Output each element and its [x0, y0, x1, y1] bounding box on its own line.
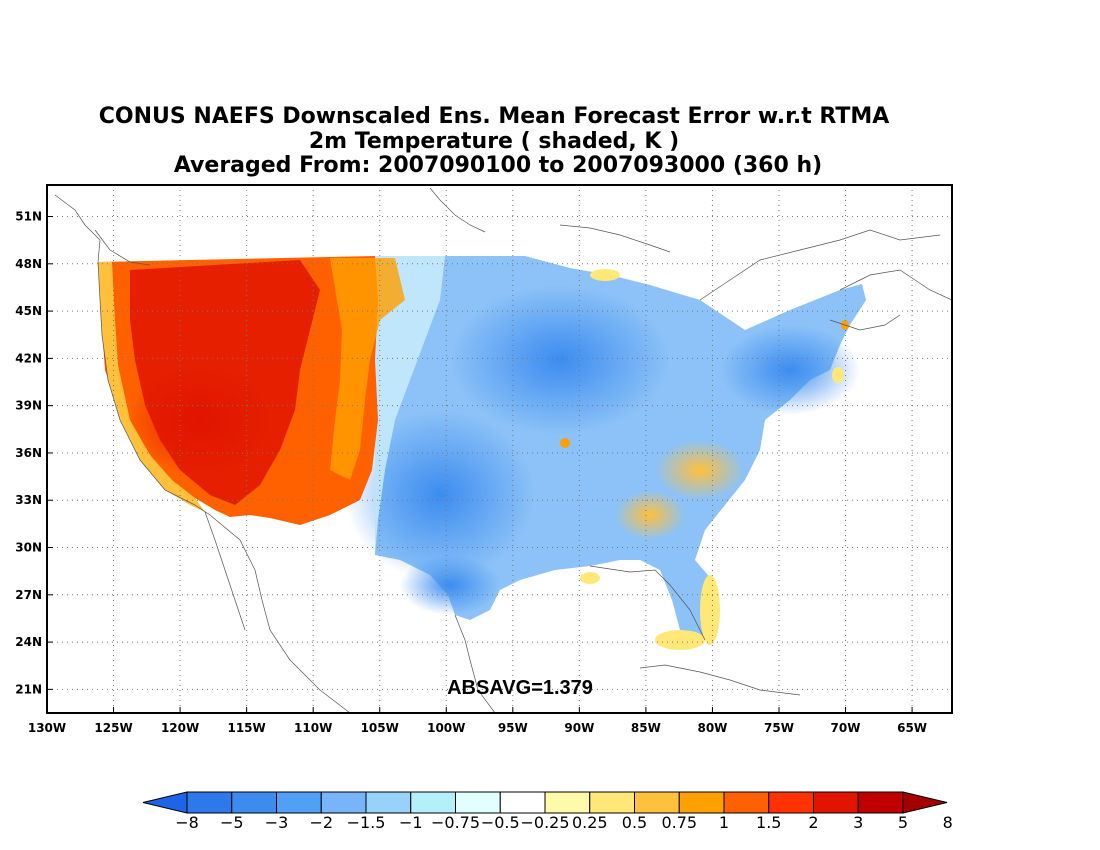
lon-tick-label: 115W — [227, 721, 265, 735]
cold-bias-texas — [400, 555, 500, 615]
colorbar-swatch — [589, 791, 635, 814]
colorbar-min-arrow — [142, 791, 188, 814]
lon-tick-label: 90W — [564, 721, 594, 735]
colorbar-swatch — [813, 791, 859, 814]
lon-tick-label: 100W — [427, 721, 465, 735]
warm-bias-kentucky — [560, 438, 570, 448]
warm-bias-florida-east — [700, 575, 720, 645]
colorbar-label: 5 — [898, 813, 908, 832]
colorbar-label: −0.75 — [431, 813, 480, 832]
colorbar-swatch — [544, 791, 591, 814]
colorbar-label: −2 — [309, 813, 333, 832]
colorbar-label: 1 — [719, 813, 729, 832]
warm-bias-carolinas — [655, 440, 745, 500]
map-frame — [46, 184, 953, 714]
coastlines — [54, 187, 952, 713]
lat-tick-label: 51N — [15, 210, 42, 224]
absavg-annotation: ABSAVG=1.379 — [447, 677, 593, 699]
lat-tick-label: 39N — [15, 399, 42, 413]
colorbar-max-arrow — [902, 791, 948, 814]
title-line-2: 2m Temperature ( shaded, K ) — [309, 129, 679, 154]
colorbar-label: −0.25 — [520, 813, 569, 832]
lat-tick-label: 21N — [15, 682, 42, 696]
longitude-tick-labels: 130W 125W 120W 115W 110W 105W 100W 95W 90W 85W 80W… — [28, 707, 927, 735]
colorbar-label: 2 — [808, 813, 818, 832]
lon-tick-label: 125W — [94, 721, 132, 735]
colorbar-swatch — [634, 791, 680, 814]
colorbar-swatch — [768, 791, 814, 814]
colorbar-label: −5 — [220, 813, 244, 832]
lat-tick-label: 30N — [15, 541, 42, 555]
near-zero-strip — [375, 256, 445, 555]
colorbar-swatch — [678, 791, 725, 814]
pacific-coast-strip — [98, 262, 205, 512]
colorbar-label: 0.5 — [622, 813, 647, 832]
lat-tick-label: 27N — [15, 588, 42, 602]
colorbar-label: −1.5 — [347, 813, 386, 832]
colorbar-label: 3 — [853, 813, 863, 832]
colorbar-label: 0.75 — [661, 813, 697, 832]
warm-bias-gulf-coast — [580, 572, 600, 584]
colorbar-swatch — [320, 791, 367, 814]
lon-tick-label: 85W — [631, 721, 661, 735]
lon-tick-label: 70W — [831, 721, 861, 735]
colorbar-swatch — [186, 791, 233, 814]
cold-bias-northeast — [720, 325, 860, 415]
lon-tick-label: 105W — [361, 721, 399, 735]
warm-bias-southeast — [615, 490, 685, 540]
colorbar-swatch — [455, 791, 501, 814]
warm-bias-florida-keys — [655, 630, 705, 650]
colorbar-label: −3 — [265, 813, 289, 832]
colorbar-swatch — [410, 791, 456, 814]
lon-tick-label: 110W — [294, 721, 332, 735]
lat-tick-label: 36N — [15, 446, 42, 460]
lon-tick-label: 65W — [897, 721, 927, 735]
title-line-3: Averaged From: 2007090100 to 2007093000 … — [174, 153, 822, 178]
lat-tick-label: 24N — [15, 635, 42, 649]
title-line-1: CONUS NAEFS Downscaled Ens. Mean Forecas… — [99, 104, 890, 129]
colorbar-label: 1.5 — [756, 813, 781, 832]
lat-tick-label: 48N — [15, 257, 42, 271]
colorbar-swatch — [365, 791, 412, 814]
lon-tick-label: 95W — [498, 721, 528, 735]
colorbar-label: 0.25 — [572, 813, 608, 832]
warm-bias-lake-superior — [590, 269, 620, 281]
lon-tick-label: 75W — [764, 721, 794, 735]
gridlines — [47, 185, 952, 713]
lat-tick-label: 33N — [15, 493, 42, 507]
lon-tick-label: 120W — [161, 721, 199, 735]
lat-tick-label: 45N — [15, 304, 42, 318]
colorbar-label: 8 — [943, 813, 953, 832]
colorbar-swatch — [276, 791, 322, 814]
lon-tick-label: 80W — [697, 721, 727, 735]
cold-bias-midwest — [450, 285, 670, 435]
colorbar-label: −8 — [175, 813, 199, 832]
colorbar-swatch — [231, 791, 277, 814]
lat-tick-label: 42N — [15, 351, 42, 365]
colorbar: −8 −5 −3 −2 −1.5 −1 −0.75 −0.5 −0.25 0.25 0.5 0.75 1… — [142, 791, 953, 832]
colorbar-swatch — [499, 791, 546, 814]
lon-tick-label: 130W — [28, 721, 66, 735]
latitude-tick-labels: 51N 48N 45N 42N 39N 36N 33N 30N 27N 24N 21N — [15, 210, 53, 696]
colorbar-swatch — [857, 791, 904, 814]
warm-bias-cape-cod — [832, 367, 844, 383]
warm-bias-core-2 — [130, 365, 270, 475]
colorbar-swatch — [723, 791, 770, 814]
colorbar-label: −1 — [399, 813, 423, 832]
colorbar-label: −0.5 — [481, 813, 520, 832]
warm-bias-rockies-front — [330, 258, 405, 480]
